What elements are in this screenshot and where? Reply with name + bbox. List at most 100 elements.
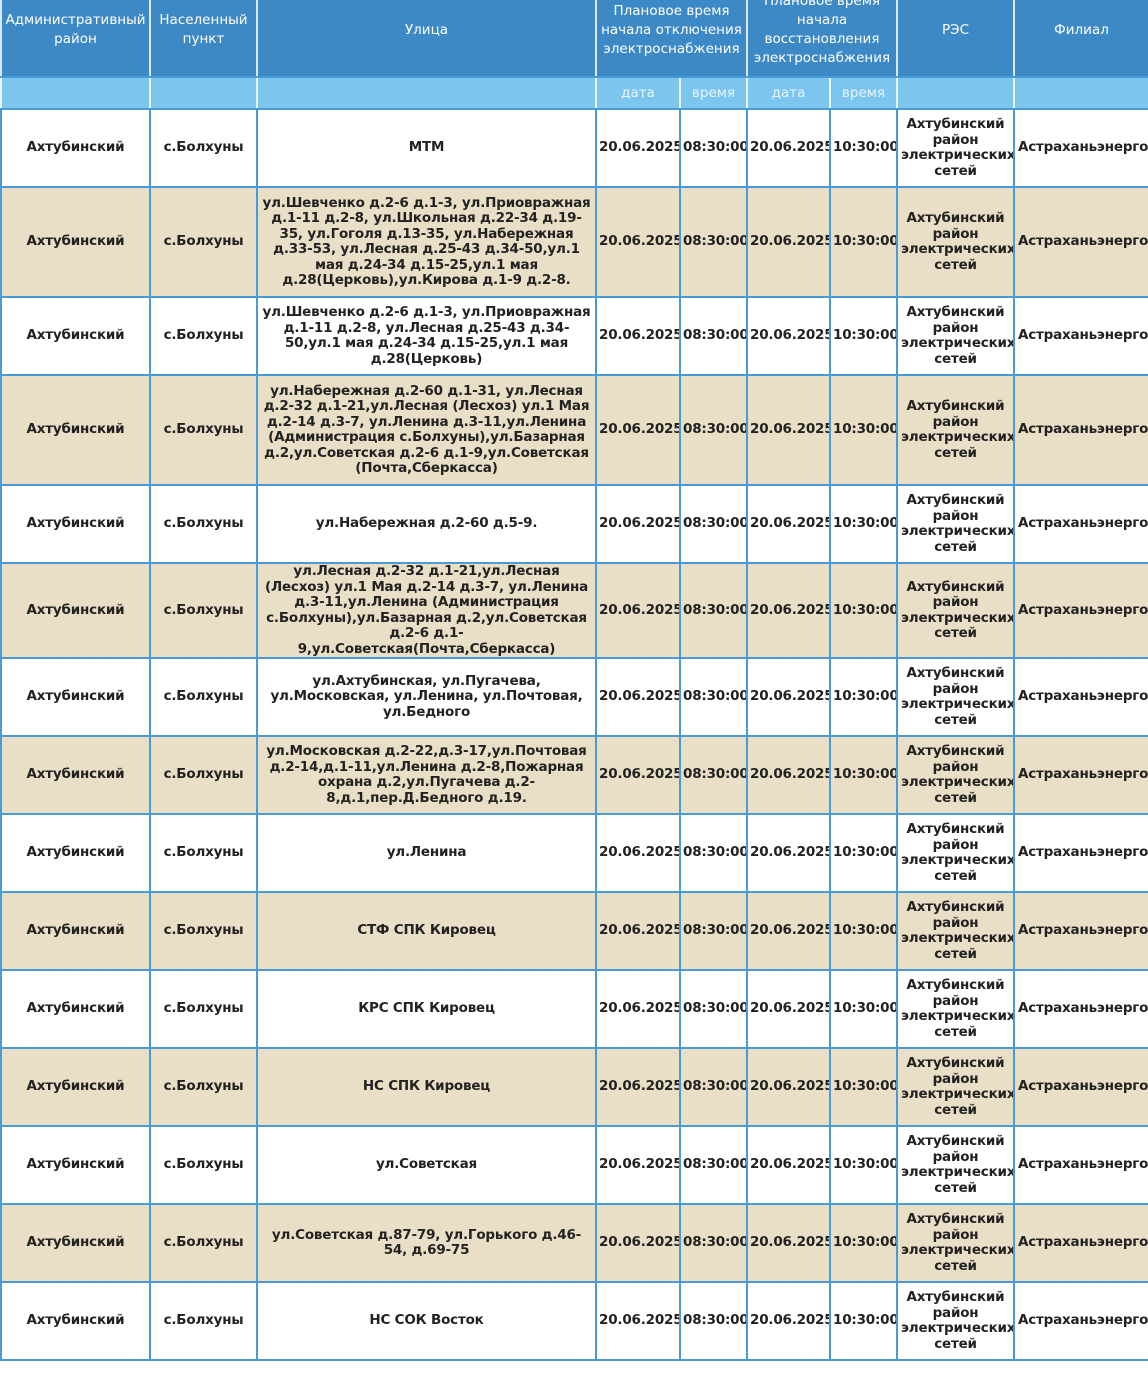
cell-on-time: 10:30:00 [829,813,898,893]
table-row: Ахтубинский с.Болхуны ул.Шевченко д.2-6 д.… [0,186,1148,298]
cell-street: ул.Шевченко д.2-6 д.1-3, ул.Приовражная … [256,296,597,376]
cell-branch: Астраханьэнерго [1013,1125,1148,1205]
cell-place: с.Болхуны [149,296,258,376]
cell-off-time: 08:30:00 [679,891,748,971]
cell-on-time: 10:30:00 [829,1281,898,1361]
cell-district: Ахтубинский [0,1125,151,1205]
cell-district: Ахтубинский [0,1203,151,1283]
cell-branch: Астраханьэнерго [1013,969,1148,1049]
cell-place: с.Болхуны [149,108,258,188]
sub-on-date: дата [746,76,831,110]
cell-res: Ахтубинский район электрических сетей [896,186,1015,298]
col-on-time[interactable]: Плановое время начала восстановления эле… [746,0,898,78]
cell-on-time: 10:30:00 [829,186,898,298]
cell-on-date: 20.06.2025 [746,1203,831,1283]
cell-street: МТМ [256,108,597,188]
cell-district: Ахтубинский [0,108,151,188]
cell-res: Ахтубинский район электрических сетей [896,1281,1015,1361]
table-row: Ахтубинский с.Болхуны ул.Шевченко д.2-6 д.… [0,296,1148,376]
cell-on-date: 20.06.2025 [746,735,831,815]
cell-off-time: 08:30:00 [679,1203,748,1283]
cell-branch: Астраханьэнерго [1013,1281,1148,1361]
cell-off-date: 20.06.2025 [595,296,681,376]
col-res[interactable]: РЭС [896,0,1015,78]
cell-off-time: 08:30:00 [679,1281,748,1361]
cell-place: с.Болхуны [149,186,258,298]
cell-on-time: 10:30:00 [829,108,898,188]
cell-off-date: 20.06.2025 [595,969,681,1049]
cell-on-date: 20.06.2025 [746,1281,831,1361]
cell-district: Ахтубинский [0,186,151,298]
cell-off-time: 08:30:00 [679,296,748,376]
cell-on-time: 10:30:00 [829,891,898,971]
cell-on-time: 10:30:00 [829,374,898,486]
cell-district: Ахтубинский [0,813,151,893]
table-row: Ахтубинский с.Болхуны ул.Советская д.87-79… [0,1203,1148,1283]
cell-off-date: 20.06.2025 [595,813,681,893]
cell-off-time: 08:30:00 [679,657,748,737]
cell-district: Ахтубинский [0,296,151,376]
cell-off-time: 08:30:00 [679,562,748,659]
cell-on-time: 10:30:00 [829,484,898,564]
cell-off-time: 08:30:00 [679,735,748,815]
cell-res: Ахтубинский район электрических сетей [896,813,1015,893]
cell-district: Ахтубинский [0,1047,151,1127]
cell-district: Ахтубинский [0,562,151,659]
cell-res: Ахтубинский район электрических сетей [896,562,1015,659]
cell-street: НС СПК Кировец [256,1047,597,1127]
cell-off-date: 20.06.2025 [595,735,681,815]
table-row: Ахтубинский с.Болхуны ул.Набережная д.2-60… [0,484,1148,564]
cell-place: с.Болхуны [149,813,258,893]
sub-empty [0,76,151,110]
col-place[interactable]: Населенный пункт [149,0,258,78]
cell-on-date: 20.06.2025 [746,1047,831,1127]
cell-on-date: 20.06.2025 [746,374,831,486]
cell-res: Ахтубинский район электрических сетей [896,484,1015,564]
cell-off-time: 08:30:00 [679,374,748,486]
cell-res: Ахтубинский район электрических сетей [896,657,1015,737]
cell-street: ул.Советская [256,1125,597,1205]
cell-branch: Астраханьэнерго [1013,1047,1148,1127]
cell-res: Ахтубинский район электрических сетей [896,969,1015,1049]
cell-on-date: 20.06.2025 [746,562,831,659]
cell-place: с.Болхуны [149,891,258,971]
cell-branch: Астраханьэнерго [1013,562,1148,659]
sub-empty [1013,76,1148,110]
cell-district: Ахтубинский [0,374,151,486]
cell-off-date: 20.06.2025 [595,1203,681,1283]
cell-res: Ахтубинский район электрических сетей [896,1047,1015,1127]
col-off-time[interactable]: Плановое время начала отключения электро… [595,0,748,78]
cell-off-date: 20.06.2025 [595,657,681,737]
cell-place: с.Болхуны [149,1125,258,1205]
cell-branch: Астраханьэнерго [1013,813,1148,893]
sub-empty [149,76,258,110]
cell-district: Ахтубинский [0,735,151,815]
cell-district: Ахтубинский [0,657,151,737]
cell-off-date: 20.06.2025 [595,1047,681,1127]
table-row: Ахтубинский с.Болхуны ул.Советская 20.06.20… [0,1125,1148,1205]
cell-on-date: 20.06.2025 [746,969,831,1049]
cell-on-time: 10:30:00 [829,1203,898,1283]
cell-on-time: 10:30:00 [829,562,898,659]
cell-place: с.Болхуны [149,657,258,737]
col-street[interactable]: Улица [256,0,597,78]
cell-res: Ахтубинский район электрических сетей [896,735,1015,815]
cell-street: СТФ СПК Кировец [256,891,597,971]
cell-place: с.Болхуны [149,374,258,486]
cell-branch: Астраханьэнерго [1013,891,1148,971]
cell-off-time: 08:30:00 [679,484,748,564]
cell-branch: Астраханьэнерго [1013,657,1148,737]
table-row: Ахтубинский с.Болхуны КРС СПК Кировец 20.06… [0,969,1148,1049]
cell-off-time: 08:30:00 [679,186,748,298]
cell-off-date: 20.06.2025 [595,484,681,564]
cell-branch: Астраханьэнерго [1013,296,1148,376]
col-branch[interactable]: Филиал [1013,0,1148,78]
col-district[interactable]: Административный район [0,0,151,78]
cell-off-date: 20.06.2025 [595,1281,681,1361]
cell-street: ул.Ахтубинская, ул.Пугачева, ул.Московск… [256,657,597,737]
cell-branch: Астраханьэнерго [1013,484,1148,564]
cell-on-time: 10:30:00 [829,296,898,376]
cell-street: КРС СПК Кировец [256,969,597,1049]
table-row: Ахтубинский с.Болхуны НС СОК Восток 20.06.2… [0,1281,1148,1361]
cell-street: ул.Шевченко д.2-6 д.1-3, ул.Приовражная … [256,186,597,298]
